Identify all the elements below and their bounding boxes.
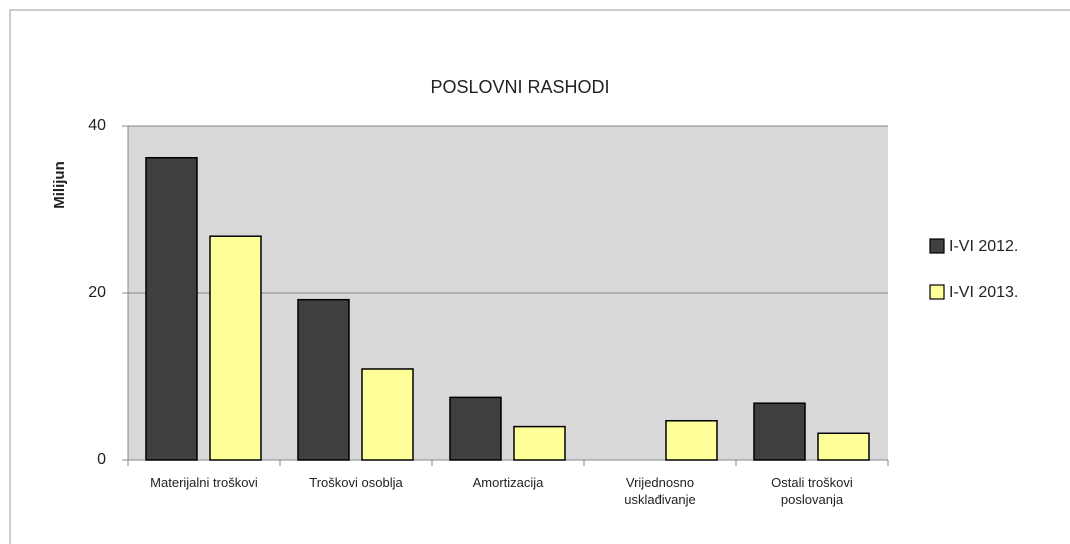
bar [209,235,262,461]
y-tick-label: 40 [88,117,106,134]
x-tick-label: Vrijednosno usklađivanje [624,475,696,507]
x-tick-label-box: Vrijednosno usklađivanje [624,475,696,507]
x-tick-label-box: Materijalni troškovi [150,475,258,490]
bar [513,425,566,461]
legend-swatch [929,238,945,254]
x-tick-label-box: Ostali troškovi poslovanja [771,475,853,507]
bar [449,396,502,461]
x-tick-label: Ostali troškovi poslovanja [771,475,853,507]
x-tick-label-box: Amortizacija [472,475,544,490]
y-tick-label: 0 [97,451,106,468]
x-tick-label: Amortizacija [472,475,544,490]
x-tick-label-box: Troškovi osoblja [309,475,403,490]
y-axis-label: Milijun [51,161,68,209]
x-tick-label: Troškovi osoblja [309,475,403,490]
x-tick-label: Materijalni troškovi [150,475,258,490]
legend-swatch [929,284,945,300]
bar [145,156,198,461]
chart-title: POSLOVNI RASHODI [430,77,609,97]
bar [361,368,414,461]
bar [297,298,350,461]
bar [665,420,718,461]
bar [817,432,870,461]
legend-label: I-VI 2013. [949,284,1018,301]
y-tick-label: 20 [88,284,106,301]
legend-label: I-VI 2012. [949,238,1018,255]
bar [753,402,806,461]
